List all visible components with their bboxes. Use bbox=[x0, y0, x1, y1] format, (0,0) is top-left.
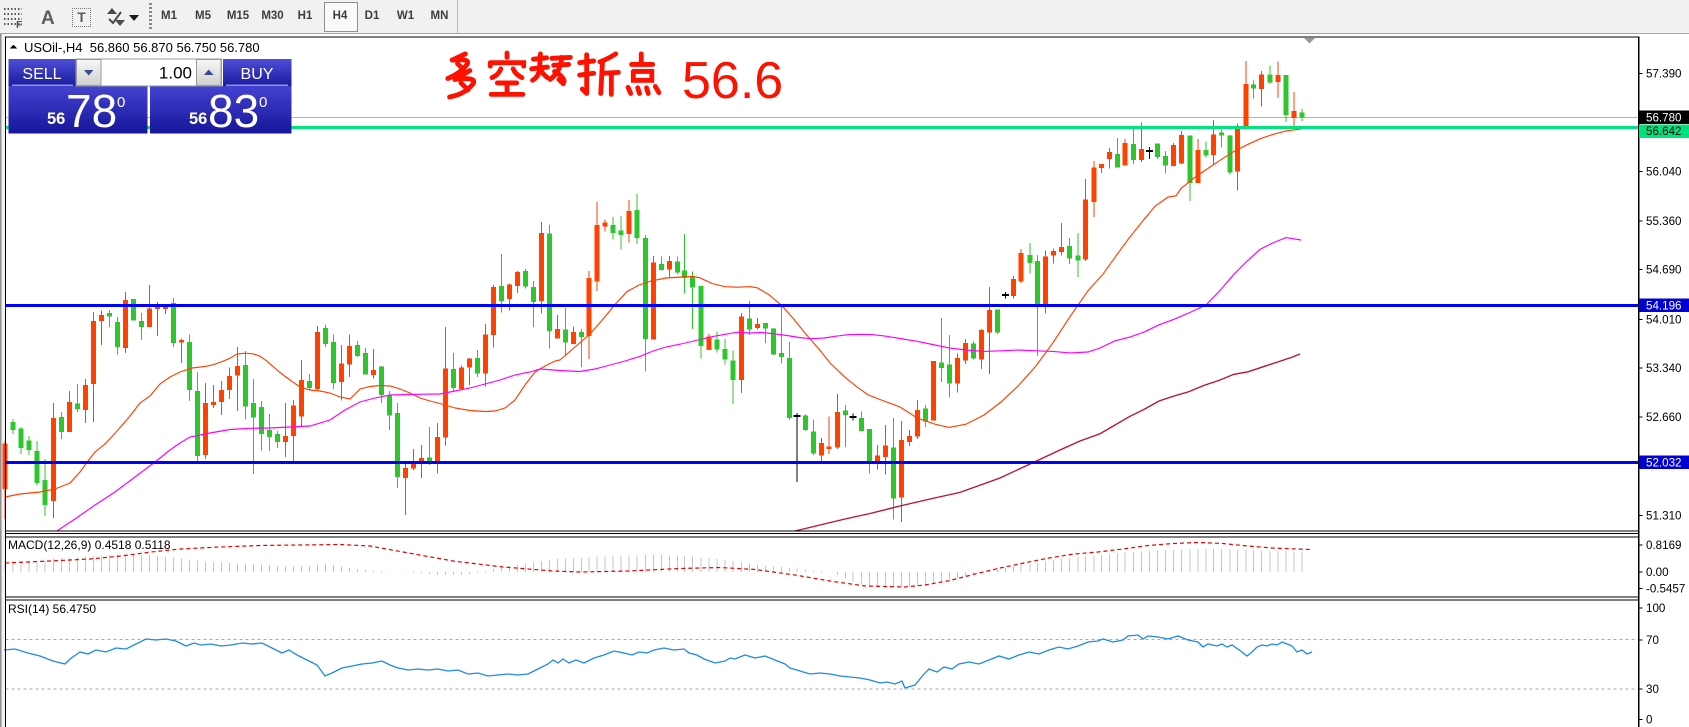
svg-text:52.032: 52.032 bbox=[1646, 456, 1681, 469]
svg-text:56: 56 bbox=[47, 110, 65, 128]
svg-text:SELL: SELL bbox=[22, 66, 61, 83]
svg-text:-0.5457: -0.5457 bbox=[1646, 583, 1685, 596]
svg-text:USOil-,H4 56.860 56.870 56.75: USOil-,H4 56.860 56.870 56.750 56.780 bbox=[24, 40, 260, 55]
svg-text:54.690: 54.690 bbox=[1646, 264, 1681, 277]
svg-text:RSI(14) 56.4750: RSI(14) 56.4750 bbox=[8, 602, 96, 616]
svg-text:54.010: 54.010 bbox=[1646, 313, 1681, 326]
svg-text:0: 0 bbox=[259, 94, 267, 111]
svg-text:54.196: 54.196 bbox=[1646, 299, 1681, 312]
svg-text:0: 0 bbox=[1646, 714, 1652, 727]
svg-text:56.642: 56.642 bbox=[1646, 125, 1681, 138]
svg-text:0: 0 bbox=[117, 94, 125, 111]
svg-text:78: 78 bbox=[66, 85, 117, 137]
svg-text:83: 83 bbox=[208, 85, 259, 137]
svg-text:MACD(12,26,9) 0.4518 0.5118: MACD(12,26,9) 0.4518 0.5118 bbox=[8, 538, 171, 552]
svg-text:0.8169: 0.8169 bbox=[1646, 539, 1681, 552]
svg-text:57.390: 57.390 bbox=[1646, 67, 1681, 80]
svg-text:51.310: 51.310 bbox=[1646, 510, 1681, 523]
svg-text:1.00: 1.00 bbox=[159, 64, 192, 83]
svg-text:70: 70 bbox=[1646, 634, 1659, 647]
svg-text:55.360: 55.360 bbox=[1646, 215, 1681, 228]
svg-text:30: 30 bbox=[1646, 683, 1659, 696]
svg-text:BUY: BUY bbox=[241, 66, 274, 83]
svg-text:56.040: 56.040 bbox=[1646, 165, 1681, 178]
svg-text:56.780: 56.780 bbox=[1646, 111, 1681, 124]
svg-text:53.340: 53.340 bbox=[1646, 362, 1681, 375]
svg-text:56: 56 bbox=[189, 110, 207, 128]
svg-text:0.00: 0.00 bbox=[1646, 566, 1669, 579]
svg-text:100: 100 bbox=[1646, 602, 1665, 615]
svg-text:56.6: 56.6 bbox=[682, 52, 783, 110]
svg-text:52.660: 52.660 bbox=[1646, 411, 1681, 424]
